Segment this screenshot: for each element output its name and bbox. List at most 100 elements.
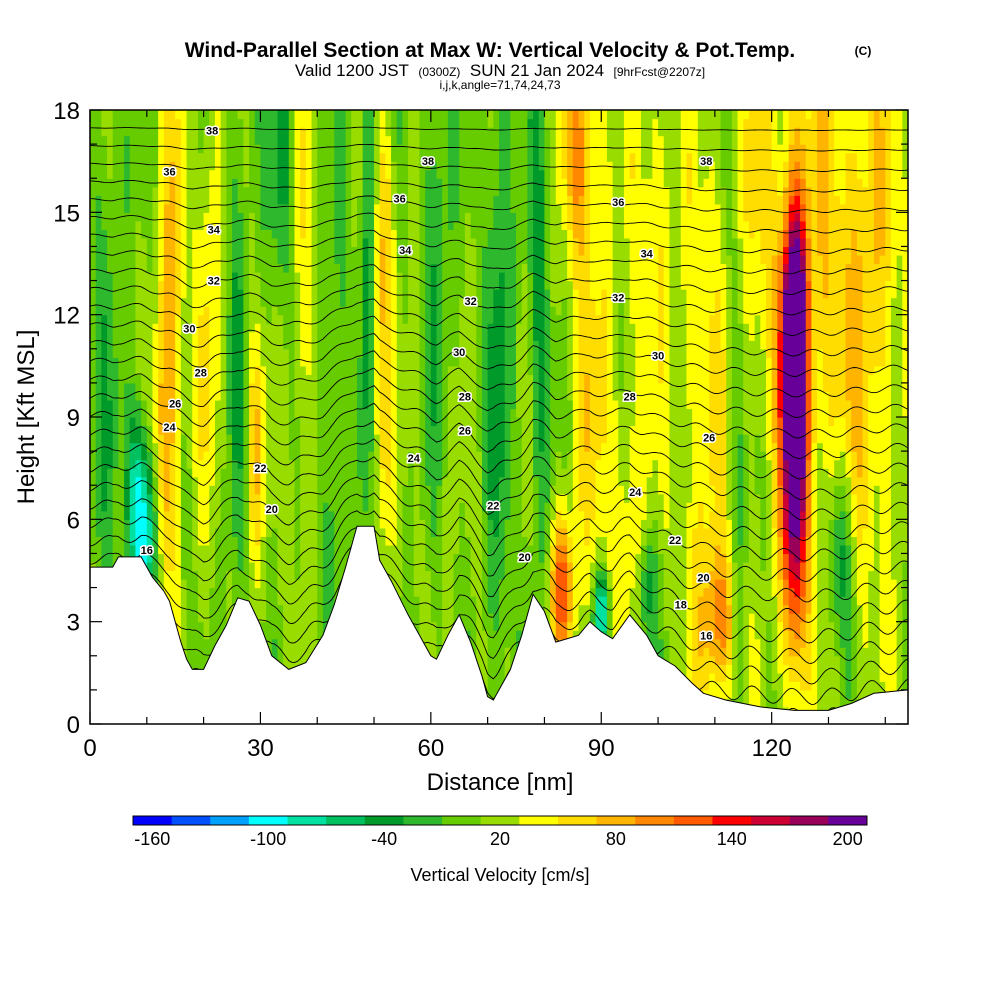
field-cell: [107, 331, 114, 341]
field-cell: [345, 417, 352, 427]
field-cell: [95, 519, 102, 529]
field-cell: [351, 417, 358, 427]
field-cell: [459, 485, 466, 495]
field-cell: [459, 280, 466, 290]
field-cell: [163, 374, 171, 384]
field-cell: [419, 118, 426, 128]
field-cell: [249, 254, 256, 265]
field-cell: [391, 110, 398, 120]
field-cell: [317, 348, 324, 358]
field-cell: [351, 348, 358, 358]
field-cell: [311, 263, 318, 273]
field-cell: [135, 510, 142, 520]
field-cell: [220, 434, 227, 444]
field-cell: [351, 237, 358, 248]
field-cell: [249, 485, 256, 495]
field-cell: [112, 118, 119, 128]
field-cell: [305, 425, 313, 435]
field-cell: [481, 672, 489, 682]
field-cell: [447, 314, 455, 324]
field-cell: [430, 442, 438, 452]
field-cell: [408, 195, 415, 205]
field-cell: [311, 417, 318, 427]
field-cell: [232, 579, 239, 589]
field-cell: [464, 272, 472, 282]
field-cell: [447, 289, 455, 299]
field-cell: [266, 493, 273, 503]
field-cell: [464, 399, 472, 410]
field-cell: [283, 417, 290, 427]
subtitle-valid-time: Valid 1200 JST: [295, 61, 409, 80]
field-cell: [356, 485, 364, 495]
field-cell: [95, 144, 102, 154]
field-cell: [419, 459, 426, 469]
field-cell: [481, 638, 489, 648]
field-cell: [277, 272, 284, 282]
field-cell: [328, 434, 335, 444]
field-cell: [158, 391, 165, 401]
field-cell: [266, 186, 273, 196]
field-cell: [339, 263, 347, 273]
field-cell: [322, 391, 330, 401]
field-cell: [374, 135, 381, 145]
field-cell: [232, 561, 239, 572]
field-cell: [283, 442, 290, 452]
field-cell: [311, 365, 318, 375]
field-cell: [254, 544, 262, 555]
field-cell: [476, 596, 483, 606]
field-cell: [141, 220, 148, 230]
field-cell: [152, 536, 159, 546]
field-cell: [305, 476, 313, 486]
field-cell: [95, 493, 102, 503]
field-cell: [180, 493, 188, 503]
field-cell: [345, 510, 352, 520]
field-cell: [277, 289, 284, 299]
field-cell: [158, 237, 165, 248]
field-cell: [305, 161, 313, 171]
field-cell: [141, 263, 148, 273]
field-cell: [214, 502, 222, 512]
field-cell: [283, 135, 290, 145]
field-cell: [374, 289, 381, 299]
field-cell: [266, 630, 273, 640]
field-cell: [379, 254, 386, 265]
field-cell: [243, 536, 250, 546]
field-cell: [169, 161, 176, 171]
field-cell: [95, 110, 102, 120]
field-cell: [146, 493, 154, 503]
field-cell: [317, 161, 324, 171]
field-cell: [311, 289, 318, 299]
field-cell: [197, 340, 205, 350]
field-cell: [339, 502, 347, 512]
field-cell: [374, 203, 381, 213]
field-cell: [180, 229, 188, 239]
field-cell: [345, 468, 352, 478]
field-cell: [118, 468, 125, 478]
field-cell: [283, 272, 290, 282]
field-cell: [214, 289, 222, 299]
field-cell: [254, 246, 262, 256]
field-cell: [237, 306, 244, 316]
field-cell: [226, 442, 233, 452]
field-cell: [425, 451, 432, 461]
field-cell: [249, 323, 256, 333]
field-cell: [425, 195, 432, 205]
field-cell: [368, 306, 375, 316]
field-cell: [163, 289, 171, 299]
field-cell: [430, 510, 438, 520]
field-cell: [294, 493, 301, 503]
field-cell: [391, 263, 398, 273]
field-cell: [294, 365, 301, 375]
field-cell: [425, 630, 432, 640]
field-cell: [464, 451, 472, 461]
field-cell: [101, 348, 108, 358]
field-cell: [232, 229, 239, 239]
field-cell: [266, 638, 273, 648]
field-cell: [436, 161, 443, 171]
field-cell: [356, 340, 364, 350]
field-cell: [322, 323, 330, 333]
field-cell: [271, 399, 279, 410]
field-cell: [232, 280, 239, 290]
field-cell: [95, 118, 102, 128]
field-cell: [453, 544, 460, 555]
